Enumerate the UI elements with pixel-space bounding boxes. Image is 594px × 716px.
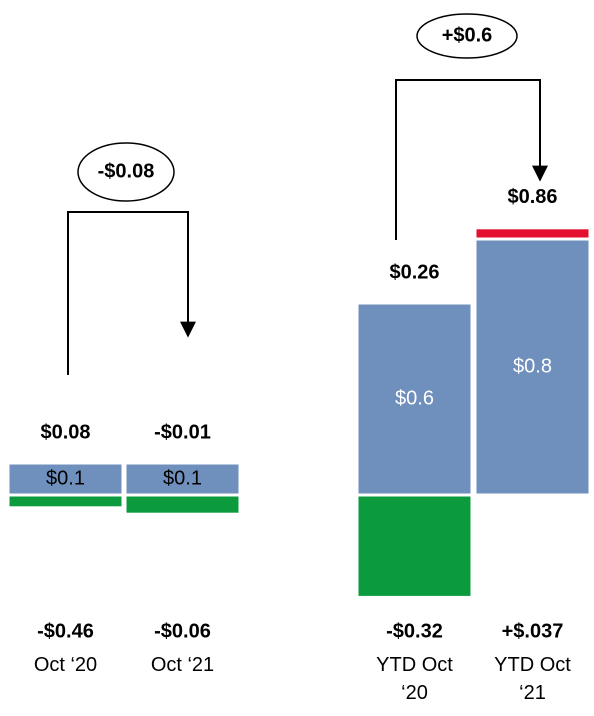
bracket [395, 79, 548, 240]
bottom-label: +$.037 [502, 620, 564, 642]
change-label: +$0.6 [442, 24, 493, 46]
change-label: -$0.08 [98, 160, 155, 182]
value-label: $0.6 [395, 387, 434, 409]
bottom-label: -$0.46 [37, 620, 94, 642]
total-label: -$0.01 [154, 421, 211, 443]
bottom-label: -$0.06 [154, 620, 211, 642]
category-label: YTD Oct ‘20 [376, 654, 453, 704]
bar-segment [6, 493, 125, 510]
bar-segment [123, 461, 242, 497]
value-label: $0.1 [163, 467, 202, 489]
bar-segment [473, 226, 592, 241]
total-label: $0.08 [40, 421, 90, 443]
change-oval [77, 142, 175, 202]
bar-segment [355, 493, 474, 599]
change-oval [416, 13, 518, 59]
bar-segment [355, 301, 474, 497]
category-label: YTD Oct ‘21 [494, 654, 571, 704]
bottom-label: -$0.32 [386, 620, 443, 642]
bar-segment [123, 493, 242, 516]
category-label: Oct ‘20 [33, 654, 98, 676]
category-label: Oct ‘21 [150, 654, 215, 676]
value-label: $0.8 [513, 355, 552, 377]
value-label: $0.1 [46, 467, 85, 489]
total-label: $0.86 [507, 186, 557, 208]
bracket [67, 211, 196, 375]
total-label: $0.26 [389, 261, 439, 283]
